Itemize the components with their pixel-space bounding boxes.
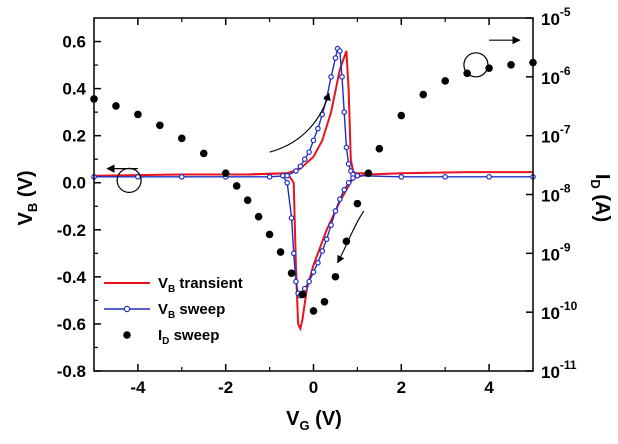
y-left-tick-label: 0.4 (62, 80, 86, 99)
axes: -4 -2 0 2 4 -0.8 -0.6 -0.4 -0.2 0.0 0.2 0.4 0.6 10-11… (57, 5, 578, 397)
id-point (287, 269, 296, 277)
legend-label: ID sweep (158, 327, 219, 347)
y-right-tick-label: 10-11 (541, 358, 577, 382)
y-right-tick-label: 10-7 (541, 123, 571, 147)
annotation-curved-arrow (269, 92, 331, 153)
x-tick-label: -2 (218, 378, 233, 397)
x-tick-label: 2 (397, 378, 406, 397)
annotation-circle (116, 167, 142, 193)
sweep-point (306, 149, 312, 155)
sweep-point (290, 250, 297, 257)
sweep-point (284, 172, 290, 179)
id-point (397, 111, 406, 120)
legend-label: VB transient (158, 275, 243, 295)
sweep-point (341, 186, 348, 193)
sweep-point (337, 48, 343, 54)
y-left-tick-label: 0.2 (62, 127, 86, 146)
sweep-point (328, 222, 334, 228)
id-point (156, 121, 164, 130)
sweep-point (284, 179, 290, 186)
sweep-point (442, 174, 449, 180)
id-point (441, 77, 450, 85)
sweep-point (332, 55, 339, 61)
legend-label: VB sweep (158, 301, 225, 321)
sweep-point (301, 156, 308, 163)
y-left-tick-label: -0.8 (57, 362, 86, 381)
y-right-axis-title: ID (A) (588, 174, 613, 222)
id-point (353, 199, 362, 208)
id-point (254, 212, 263, 221)
sweep-point (323, 236, 330, 243)
sweep-point (288, 215, 295, 221)
id-point (309, 307, 318, 315)
series-line-1 (247, 50, 371, 176)
y-right-tick-label: 10-8 (541, 182, 571, 206)
id-point (265, 230, 274, 239)
id-point (232, 182, 241, 190)
sweep-point (297, 163, 304, 170)
y-right-tick-label: 10-5 (541, 5, 571, 29)
sweep-point (293, 168, 299, 174)
id-point (298, 290, 307, 299)
plot-data (90, 45, 537, 332)
sweep-point (179, 174, 185, 180)
y-left-axis-title: VB (V) (15, 171, 40, 226)
sweep-point (345, 179, 352, 186)
annotations (106, 35, 521, 264)
y-left-tick-label: 0.0 (62, 174, 86, 193)
id-point (134, 110, 142, 119)
id-point (276, 248, 285, 256)
sweep-point (398, 174, 405, 180)
y-left-tick-label: -0.6 (57, 315, 86, 334)
sweep-point (354, 172, 361, 179)
id-point (364, 169, 373, 178)
sweep-point (339, 74, 345, 80)
y-right-tick-label: 10-9 (541, 240, 571, 264)
sweep-point (337, 196, 343, 203)
sweep-point (279, 172, 286, 179)
id-point (112, 102, 120, 110)
id-point (419, 90, 428, 99)
y-right-tick-label: 10-10 (541, 299, 578, 323)
sweep-point (306, 278, 312, 285)
x-tick-label: 0 (309, 378, 318, 397)
legend-marker (123, 305, 131, 313)
annotation-curved-arrow (337, 210, 365, 264)
id-point (199, 149, 208, 158)
y-right-tick-label: 10-6 (541, 64, 571, 88)
y-left-tick-label: -0.2 (57, 221, 86, 240)
sweep-point (310, 137, 317, 144)
sweep-point (332, 208, 339, 214)
x-axis-title: VG (V) (286, 408, 342, 433)
id-point (331, 272, 340, 281)
legend-marker (123, 331, 131, 339)
sweep-point (293, 278, 299, 285)
id-point (178, 134, 186, 143)
y-left-tick-label: 0.6 (62, 33, 86, 52)
annotation-circle (463, 52, 489, 78)
y-left-tick-label: -0.4 (57, 268, 87, 287)
sweep-point (328, 74, 334, 80)
id-point (243, 196, 252, 205)
sweep-point (486, 174, 492, 180)
id-point (507, 61, 515, 69)
sweep-point (310, 269, 317, 275)
sweep-point (301, 285, 308, 292)
sweep-point (345, 161, 352, 167)
legend: VB transient VB sweep ID sweep (104, 275, 243, 347)
id-point (375, 144, 384, 153)
id-point (320, 298, 329, 306)
sweep-point (315, 125, 321, 132)
id-point (221, 169, 230, 178)
x-tick-label: 4 (484, 378, 494, 397)
x-tick-label: -4 (130, 378, 146, 397)
sweep-point (266, 174, 273, 180)
sweep-point (315, 259, 321, 266)
sweep-point (319, 248, 326, 254)
sweep-point (350, 175, 356, 181)
sweep-point (341, 109, 348, 115)
sweep-point (343, 144, 350, 151)
